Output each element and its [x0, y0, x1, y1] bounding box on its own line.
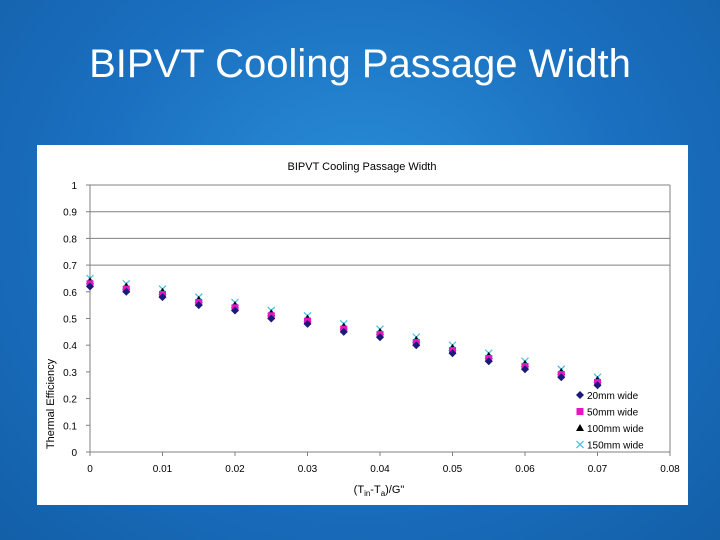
- data-point: [122, 287, 131, 296]
- data-point: [231, 306, 239, 315]
- data-point: [86, 282, 94, 291]
- x-tick-label: 0.08: [660, 464, 680, 475]
- legend-item: 150mm wide: [576, 440, 644, 452]
- x-axis-label-subscript: a: [381, 489, 386, 498]
- legend-item: 20mm wide: [576, 391, 639, 402]
- x-axis-label: (Tin-Ta)/G": [354, 484, 405, 498]
- x-tick-label: 0.04: [370, 464, 390, 475]
- data-point: [484, 357, 493, 366]
- legend-item: 50mm wide: [576, 408, 639, 419]
- data-point: [158, 293, 167, 302]
- legend: 20mm wide 50mm wide 100mm wide 150mm wide: [576, 391, 644, 452]
- x-tick-label: 0.07: [588, 464, 608, 475]
- y-tick-label: 0.4: [63, 341, 77, 352]
- legend-label: 100mm wide: [587, 424, 644, 435]
- x-axis-label-part: )/G": [385, 484, 404, 496]
- x-tick-label: 0.06: [515, 464, 535, 475]
- chart-svg: BIPVT Cooling Passage Width 0 0.1 0.2 0.3 0.…: [45, 161, 680, 498]
- data-point: [267, 314, 276, 323]
- legend-label: 150mm wide: [587, 441, 644, 452]
- y-tick-label: 0.3: [63, 368, 77, 379]
- x-axis-label-part: -T: [370, 484, 381, 496]
- y-tick-label: 0.1: [63, 421, 77, 432]
- y-axis-label: Thermal Efficiency: [45, 358, 57, 449]
- legend-marker: [576, 424, 584, 431]
- data-point: [376, 333, 384, 342]
- y-tick-label: 0.9: [63, 208, 77, 219]
- legend-label: 50mm wide: [587, 408, 639, 419]
- slide-title: BIPVT Cooling Passage Width: [89, 42, 631, 86]
- data-point: [412, 341, 421, 350]
- y-tick-label: 0: [71, 448, 77, 459]
- legend-item: 100mm wide: [576, 424, 644, 435]
- legend-marker: [576, 408, 584, 415]
- legend-marker: [576, 391, 584, 399]
- y-tick-labels: 0 0.1 0.2 0.3 0.4 0.5 0.6 0.7 0.8 0.9 1: [63, 181, 90, 459]
- y-tick-label: 0.8: [63, 234, 77, 245]
- x-tick-label: 0: [87, 464, 93, 475]
- x-tick-labels: 0 0.01 0.02 0.03 0.04 0.05 0.06 0.07 0.08: [87, 452, 680, 475]
- x-marker-stroke: [576, 440, 584, 449]
- series-20mm-wide: [86, 282, 602, 390]
- x-tick-label: 0.05: [443, 464, 463, 475]
- data-point: [557, 373, 566, 382]
- y-tick-label: 0.7: [63, 261, 77, 272]
- legend-marker: [576, 440, 584, 449]
- data-point: [339, 327, 348, 336]
- data-point: [593, 381, 602, 390]
- data-point: [303, 319, 312, 328]
- y-tick-label: 0.5: [63, 315, 77, 326]
- data-point: [448, 349, 457, 358]
- gridlines: [90, 184, 670, 266]
- data-points: [86, 274, 602, 390]
- x-axis-label-subscript: in: [364, 489, 370, 498]
- legend-label: 20mm wide: [587, 391, 639, 402]
- data-point: [194, 301, 203, 310]
- chart-panel: BIPVT Cooling Passage Width 0 0.1 0.2 0.3 0.…: [37, 145, 688, 505]
- chart-title: BIPVT Cooling Passage Width: [288, 161, 437, 173]
- x-tick-label: 0.02: [225, 464, 245, 475]
- y-tick-label: 1: [71, 181, 77, 192]
- x-tick-label: 0.03: [298, 464, 318, 475]
- y-tick-label: 0.6: [63, 288, 77, 299]
- data-point: [521, 365, 529, 374]
- x-tick-label: 0.01: [153, 464, 173, 475]
- y-tick-label: 0.2: [63, 395, 77, 406]
- x-axis-label-part: (T: [354, 484, 365, 496]
